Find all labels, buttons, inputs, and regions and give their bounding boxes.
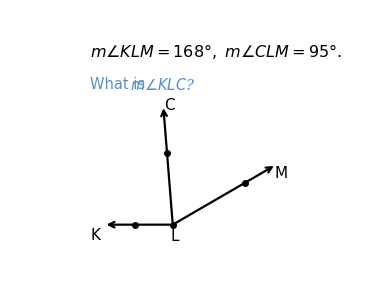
Text: L: L [171, 229, 179, 244]
Text: M: M [274, 166, 287, 181]
Text: K: K [91, 228, 100, 242]
Text: What is: What is [90, 77, 150, 92]
Text: $m\angle KLC$?: $m\angle KLC$? [130, 77, 196, 93]
Text: C: C [164, 98, 174, 113]
Text: $m\angle KLM = 168°,\ m\angle CLM = 95°.$: $m\angle KLM = 168°,\ m\angle CLM = 95°.… [90, 42, 342, 61]
